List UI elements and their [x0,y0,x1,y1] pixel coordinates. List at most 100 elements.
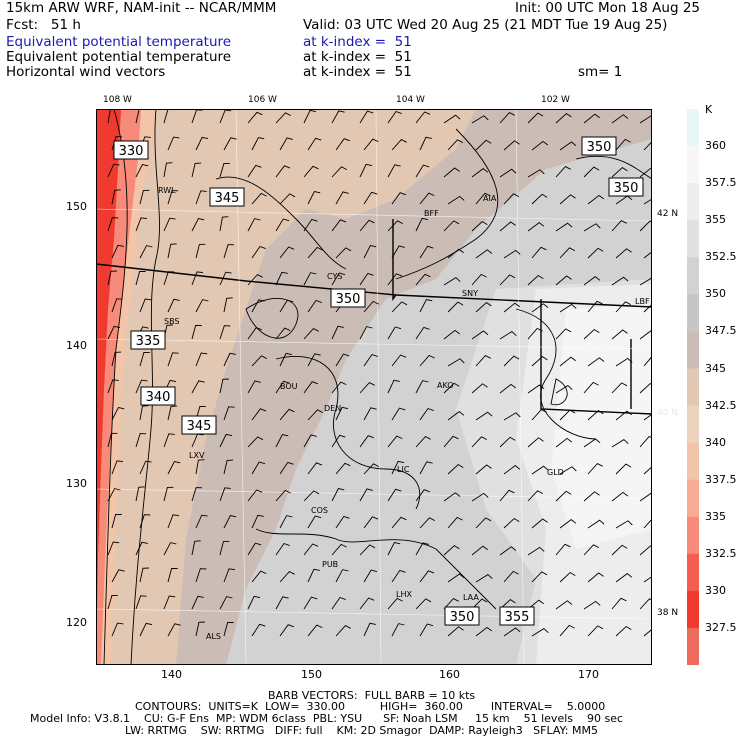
wind-barb [559,409,576,421]
wind-barb [331,325,344,340]
wind-barb [611,276,629,286]
wind-barb [583,381,599,394]
wind-barb [387,379,400,394]
wind-barb [443,435,459,448]
wind-barb [503,249,521,259]
wind-barb [527,222,545,232]
wind-barb [279,571,295,583]
wind-barb [247,274,263,286]
wind-barb [391,460,405,475]
wind-barb [223,514,237,529]
wind-barb [275,489,291,502]
wind-barb [447,573,465,583]
contour-label: 350 [444,606,480,626]
wind-barb [251,299,265,313]
wind-barb [303,165,319,178]
wind-barb [615,248,632,259]
wind-barb [223,352,236,367]
wind-barb [275,433,289,448]
contour-label: 330 [113,140,149,160]
wind-barb [167,568,178,583]
station-label: BOU [280,382,298,391]
wind-barb [359,110,374,124]
field-1-name: Equivalent potential temperature [6,34,232,50]
wind-barb [471,273,487,286]
grid-y-label: 140 [66,339,87,352]
station-label: LAA [463,593,479,602]
wind-barb [471,545,488,556]
wind-barb [475,517,492,529]
wind-barb [279,137,293,151]
wind-barb [247,380,261,394]
wind-barb [307,190,321,205]
wind-barb [275,165,291,178]
wind-barb [527,437,544,448]
wind-barb [303,381,318,394]
wind-barb [363,622,376,637]
wind-barb [447,626,464,637]
wind-barb [139,460,152,475]
wind-barb [499,546,517,556]
wind-barb [555,600,573,610]
wind-barb [279,461,294,475]
wind-barb [391,192,406,205]
wind-barb [107,488,121,502]
field-2-level: at k-index = 51 [303,49,412,65]
wind-barb [335,462,351,475]
wind-barb [335,191,349,205]
wind-barb [139,245,153,259]
lon-label: 104 W [396,95,425,105]
wind-barb [163,271,175,286]
lat-label: 40 N [657,408,679,418]
wind-barb [363,244,377,259]
wind-barb [279,352,293,367]
colorbar-label: 345 [705,361,726,375]
model-title: 15km ARW WRF, NAM-init -- NCAR/MMM [6,0,277,16]
wind-barb [191,380,205,394]
wind-barb [359,326,373,340]
wind-barb [359,435,374,448]
valid-time: Valid: 03 UTC Wed 20 Aug 25 (21 MDT Tue … [303,17,668,33]
colorbar-swatch [687,627,699,665]
svg-text:350: 350 [336,292,361,307]
wind-barb [247,327,262,340]
contour-label: 340 [140,386,176,406]
colorbar-label: 360 [705,139,726,153]
wind-barb [387,435,403,448]
wind-barb [111,189,121,205]
wind-barb [359,219,375,232]
wind-barb [527,112,544,124]
wind-barb [195,136,209,151]
wind-barb [251,461,266,475]
wind-barb [447,358,465,367]
wind-barb [363,463,380,475]
wind-barb [223,297,233,313]
wind-barb [531,193,548,205]
wind-barb [555,490,572,502]
wind-barb [587,410,604,421]
init-time: Init: 00 UTC Mon 18 Aug 25 [515,0,700,16]
contour-label: 350 [581,136,617,156]
wind-barb [527,274,544,286]
wind-barb [139,405,149,421]
wind-barb [135,379,148,394]
wind-barb [415,542,429,556]
wind-barb [475,464,492,475]
wind-barb [419,298,433,313]
wind-barb [555,275,572,286]
wind-barb [503,517,520,529]
wind-barb [447,248,464,259]
wind-barb [195,243,206,259]
wind-barb [443,598,459,610]
wind-barb [391,623,405,637]
wind-barb [303,272,317,286]
wind-barb [363,138,379,151]
colorbar-label: 335 [705,509,726,523]
lon-label: 108 W [103,95,132,105]
wind-barb [415,380,429,394]
wind-barb [503,627,521,637]
wind-barb [643,518,652,529]
wind-barb [223,244,235,259]
wind-barb [583,223,601,232]
contour-label: 350 [330,288,366,308]
